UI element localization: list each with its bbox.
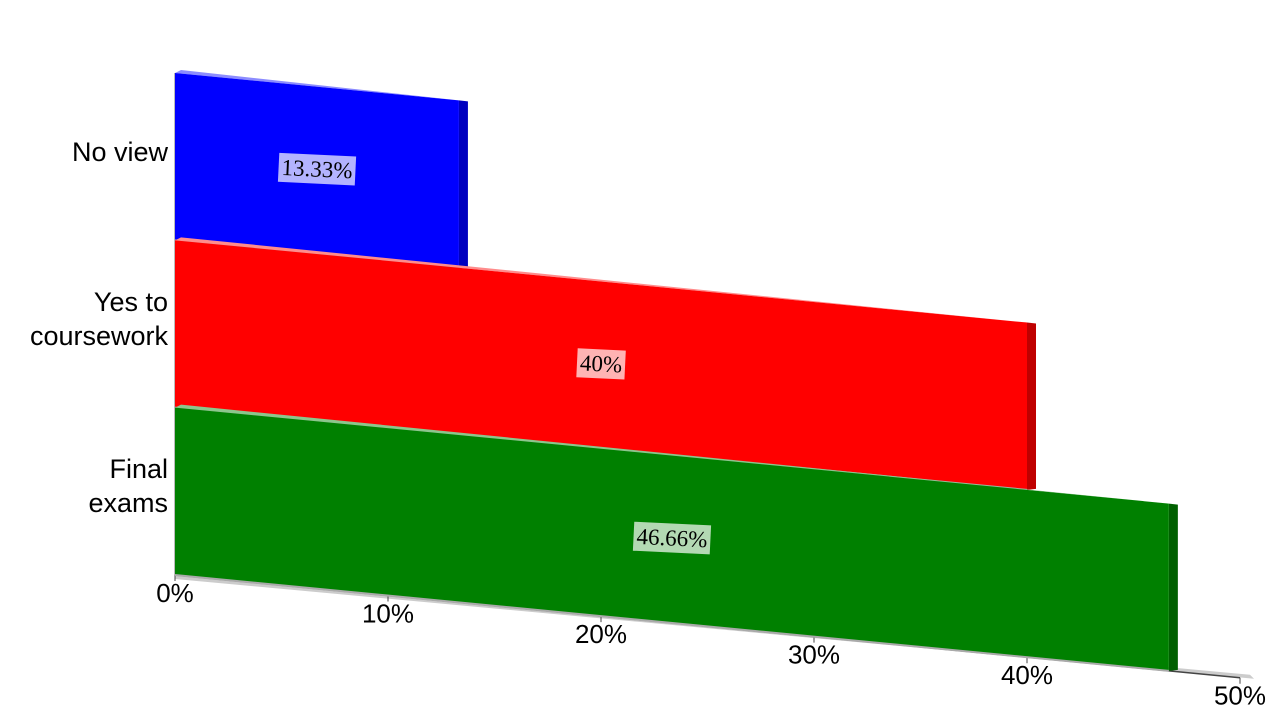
value-label-box bbox=[576, 348, 626, 380]
value-label-group: 13.33% bbox=[277, 152, 357, 186]
value-label: 40% bbox=[579, 350, 622, 377]
value-label: 46.66% bbox=[636, 524, 708, 552]
value-label: 13.33% bbox=[281, 155, 353, 183]
bar-side bbox=[458, 100, 468, 268]
x-tick-label: 30% bbox=[788, 640, 840, 670]
value-label-group: 46.66% bbox=[632, 521, 712, 555]
x-tick-label: 10% bbox=[362, 598, 414, 628]
bar-side bbox=[1027, 322, 1036, 490]
value-label-box bbox=[277, 152, 357, 186]
bar-side bbox=[1168, 503, 1178, 671]
x-tick-label: 20% bbox=[575, 619, 627, 649]
value-label-group: 40% bbox=[576, 348, 626, 380]
category-label: No view bbox=[71, 136, 168, 167]
bar-top bbox=[175, 70, 468, 102]
bar-top bbox=[175, 237, 1036, 324]
x-tick-label: 0% bbox=[156, 578, 194, 608]
category-label: Yes to coursework bbox=[29, 287, 168, 351]
category-label: Final exams bbox=[88, 454, 168, 519]
x-tick-label: 40% bbox=[1001, 660, 1053, 690]
x-tick-label: 50% bbox=[1214, 681, 1266, 711]
band-edge bbox=[174, 574, 1169, 672]
bar-top bbox=[175, 404, 1178, 505]
value-label-box bbox=[632, 521, 712, 555]
